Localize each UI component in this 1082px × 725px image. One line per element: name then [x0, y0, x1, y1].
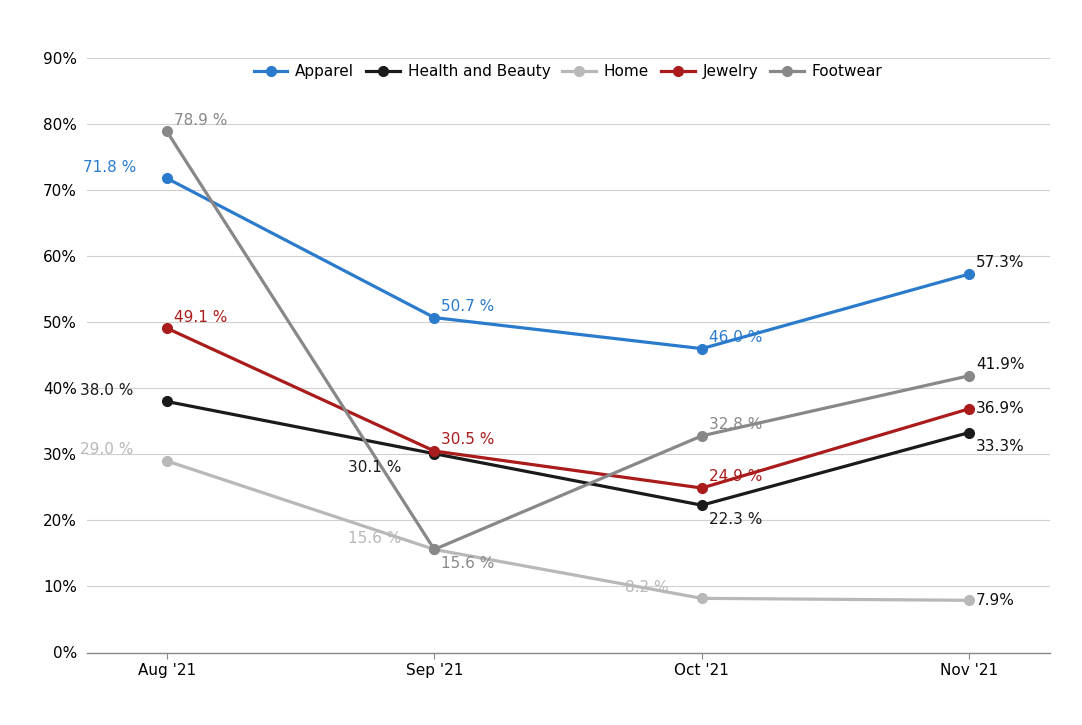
- Text: 41.9%: 41.9%: [976, 357, 1025, 372]
- Home: [427, 545, 440, 554]
- Text: 49.1 %: 49.1 %: [174, 310, 227, 325]
- Line: Home: Home: [162, 456, 974, 605]
- Text: 38.0 %: 38.0 %: [80, 383, 133, 398]
- Text: 15.6 %: 15.6 %: [441, 556, 494, 571]
- Line: Footwear: Footwear: [162, 126, 974, 555]
- Health and Beauty: [427, 450, 440, 458]
- Text: 33.3%: 33.3%: [976, 439, 1025, 454]
- Text: 29.0 %: 29.0 %: [80, 442, 133, 457]
- Jewelry: [427, 447, 440, 455]
- Text: 7.9%: 7.9%: [976, 593, 1015, 608]
- Home: [696, 594, 709, 602]
- Legend: Apparel, Health and Beauty, Home, Jewelry, Footwear: Apparel, Health and Beauty, Home, Jewelr…: [248, 58, 888, 86]
- Text: 24.9 %: 24.9 %: [709, 469, 762, 484]
- Jewelry: [963, 405, 976, 413]
- Home: [160, 457, 173, 465]
- Text: 22.3 %: 22.3 %: [709, 512, 762, 526]
- Text: 50.7 %: 50.7 %: [441, 299, 494, 314]
- Health and Beauty: [696, 501, 709, 510]
- Health and Beauty: [160, 397, 173, 406]
- Text: 8.2 %: 8.2 %: [624, 580, 669, 594]
- Health and Beauty: [963, 428, 976, 437]
- Text: 30.1 %: 30.1 %: [347, 460, 401, 475]
- Footwear: [427, 545, 440, 554]
- Text: 46.0 %: 46.0 %: [709, 330, 762, 345]
- Text: 30.5 %: 30.5 %: [441, 432, 494, 447]
- Apparel: [696, 344, 709, 353]
- Apparel: [427, 313, 440, 322]
- Line: Apparel: Apparel: [162, 173, 974, 354]
- Text: 32.8 %: 32.8 %: [709, 417, 762, 432]
- Text: 71.8 %: 71.8 %: [83, 160, 136, 175]
- Footwear: [160, 127, 173, 136]
- Text: 57.3%: 57.3%: [976, 255, 1025, 270]
- Apparel: [963, 270, 976, 278]
- Jewelry: [696, 484, 709, 492]
- Line: Health and Beauty: Health and Beauty: [162, 397, 974, 510]
- Text: 78.9 %: 78.9 %: [174, 112, 227, 128]
- Line: Jewelry: Jewelry: [162, 323, 974, 493]
- Jewelry: [160, 324, 173, 333]
- Apparel: [160, 174, 173, 183]
- Text: 36.9%: 36.9%: [976, 401, 1025, 416]
- Footwear: [963, 371, 976, 380]
- Text: 15.6 %: 15.6 %: [347, 531, 401, 546]
- Home: [963, 596, 976, 605]
- Footwear: [696, 431, 709, 440]
